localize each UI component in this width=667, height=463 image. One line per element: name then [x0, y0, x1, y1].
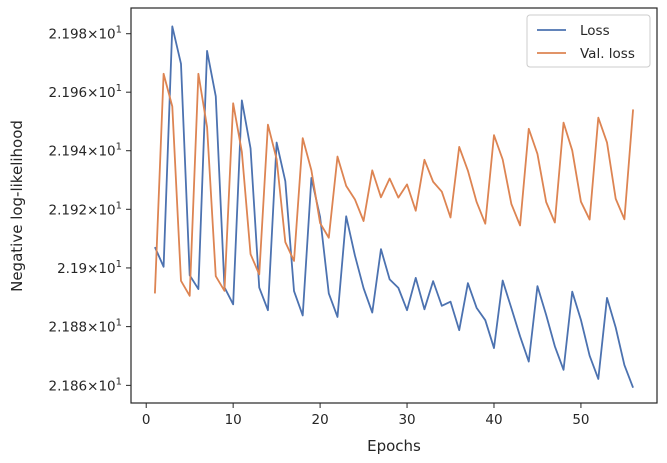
y-tick-label: 2.186×101 [48, 376, 122, 394]
y-axis-title: Negative log-likelihood [8, 120, 26, 292]
legend-label-val-loss: Val. loss [580, 46, 635, 62]
legend-label-loss: Loss [580, 23, 610, 39]
x-tick-label: 10 [225, 412, 242, 428]
y-tick-label: 2.188×101 [48, 318, 122, 336]
legend: Loss Val. loss [526, 14, 651, 68]
y-tick-label: 2.198×101 [48, 25, 122, 43]
y-tick-label: 2.196×101 [48, 83, 122, 101]
y-tick-label: 2.19×101 [57, 259, 122, 277]
series-line-loss [154, 25, 634, 389]
x-tick-label: 30 [398, 412, 415, 428]
y-axis: 2.186×101 2.188×101 2.19×101 2.192×101 2.194… [48, 25, 131, 394]
x-axis-title: Epochs [367, 437, 421, 455]
x-tick-label: 40 [485, 412, 502, 428]
series-lines [154, 25, 634, 389]
x-tick-label: 0 [142, 412, 151, 428]
y-tick-label: 2.194×101 [48, 142, 122, 160]
series-line-val-loss [154, 72, 634, 297]
x-tick-label: 20 [312, 412, 329, 428]
y-tick-label: 2.192×101 [48, 200, 122, 218]
x-axis: 0 10 20 30 40 50 [142, 403, 590, 428]
legend-frame [526, 14, 651, 68]
x-tick-label: 50 [572, 412, 589, 428]
plot-area [130, 7, 658, 404]
